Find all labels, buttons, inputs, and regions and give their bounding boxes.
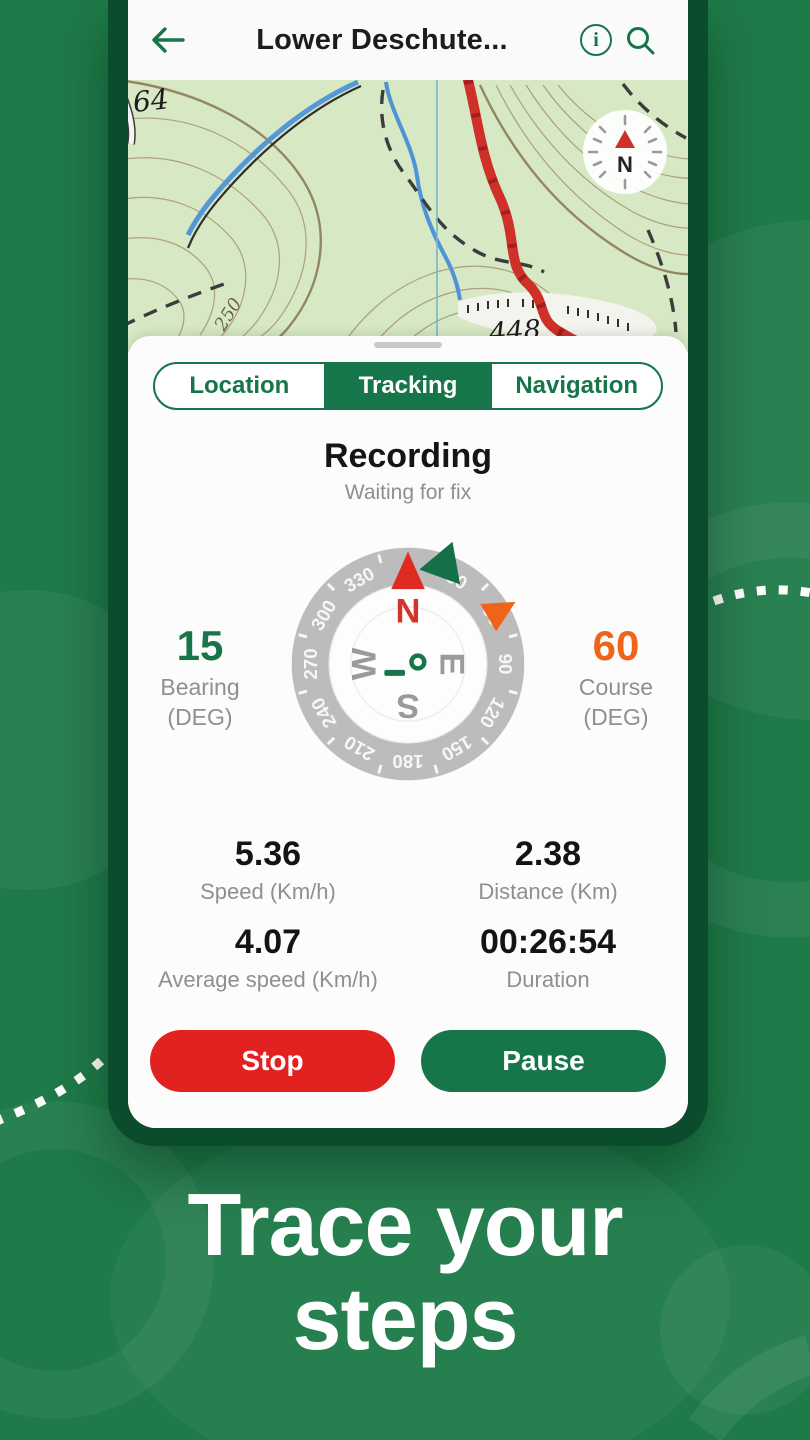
creek-road: [186, 84, 362, 249]
app-header: Lower Deschute... i: [128, 0, 688, 80]
cardinal-west: W: [346, 647, 384, 680]
stat-label: Distance (Km): [478, 879, 618, 904]
drag-handle[interactable]: [374, 342, 442, 348]
compass-rose-ticks: [587, 114, 663, 190]
bearing-metric: 15 Bearing (DEG): [128, 624, 272, 732]
degree-label: 90: [495, 654, 516, 675]
course-value: 60: [592, 622, 640, 669]
stat-distance: 2.38 Distance (Km): [408, 834, 688, 906]
level-bubble-icon: [384, 653, 427, 676]
map-label-250: 250: [210, 294, 247, 335]
stats-grid: 5.36 Speed (Km/h) 2.38 Distance (Km) 4.0…: [128, 818, 688, 994]
cliff-hatching: [467, 299, 629, 331]
bearing-marker-icon: [419, 541, 461, 585]
stat-speed: 5.36 Speed (Km/h): [128, 834, 408, 906]
stat-label: Average speed (Km/h): [158, 967, 378, 992]
recording-title: Recording: [323, 437, 493, 475]
info-button[interactable]: i: [574, 18, 618, 62]
recorded-trail-ticks: [463, 78, 605, 359]
stat-value: 5.36: [234, 835, 302, 873]
bearing-label: Bearing: [160, 674, 240, 700]
topo-map: 64 250 448: [128, 75, 688, 364]
stat-value: 2.38: [514, 835, 582, 873]
marketing-caption: Trace your steps: [0, 1175, 810, 1369]
course-marker-icon: [480, 601, 516, 632]
degree-label: 270: [300, 648, 321, 679]
compass-rose-n: N: [617, 152, 633, 177]
tab-tracking[interactable]: Tracking: [323, 364, 493, 408]
north-needle-icon: [615, 130, 635, 148]
search-button[interactable]: [618, 18, 662, 62]
dotted-trail-left: [0, 1056, 106, 1125]
back-button[interactable]: [146, 18, 190, 62]
stat-average-speed: 4.07 Average speed (Km/h): [128, 922, 408, 994]
bearing-unit: (DEG): [167, 704, 233, 730]
stat-value: 00:26:54: [479, 923, 617, 961]
dashed-trails: [128, 82, 687, 333]
tab-navigation[interactable]: Navigation: [515, 372, 639, 399]
pause-button[interactable]: Pause: [421, 1030, 666, 1092]
stream-2: [384, 81, 462, 301]
map-label-64: 64: [131, 82, 170, 119]
degree-label: 180: [392, 751, 423, 772]
bearing-value: 15: [176, 622, 224, 669]
phone-mockup: Lower Deschute... i: [108, 0, 708, 1146]
gps-status-text: Waiting for fix: [344, 481, 472, 504]
stat-label: Duration: [506, 967, 590, 992]
arrow-left-icon: [152, 27, 185, 53]
compass-section: 15 Bearing (DEG) 30609012015018021024027…: [128, 528, 688, 800]
cardinal-east: E: [432, 652, 470, 675]
search-icon: [627, 27, 655, 55]
course-metric: 60 Course (DEG): [544, 624, 688, 732]
phone-screen: Lower Deschute... i: [128, 0, 688, 1128]
info-icon: i: [580, 24, 612, 56]
stat-label: Speed (Km/h): [200, 879, 336, 904]
caption-text: Trace your steps: [187, 1175, 623, 1369]
page-title: Lower Deschute...: [256, 23, 508, 56]
map-compass-rose[interactable]: N: [583, 110, 667, 194]
stop-button[interactable]: Stop: [150, 1030, 395, 1092]
bottom-sheet: Location Tracking Navigation Recording W…: [128, 336, 688, 1128]
stream-1: [185, 79, 360, 237]
stat-duration: 00:26:54 Duration: [408, 922, 688, 994]
cardinal-north: N: [396, 593, 421, 631]
tab-location[interactable]: Location: [189, 372, 290, 399]
map-road: [128, 102, 135, 145]
cardinal-south: S: [396, 687, 419, 725]
dotted-trail-right: [712, 585, 810, 606]
tab-bar: Location Tracking Navigation: [153, 362, 663, 410]
north-marker-icon: [391, 551, 425, 590]
compass-dial: 306090120150180210240270300330 N E S W: [291, 541, 525, 781]
map-area[interactable]: 64 250 448: [128, 75, 688, 364]
stat-value: 4.07: [234, 923, 302, 961]
action-buttons: Stop Pause: [128, 1030, 688, 1092]
course-label: Course: [578, 674, 654, 700]
course-unit: (DEG): [583, 704, 649, 730]
